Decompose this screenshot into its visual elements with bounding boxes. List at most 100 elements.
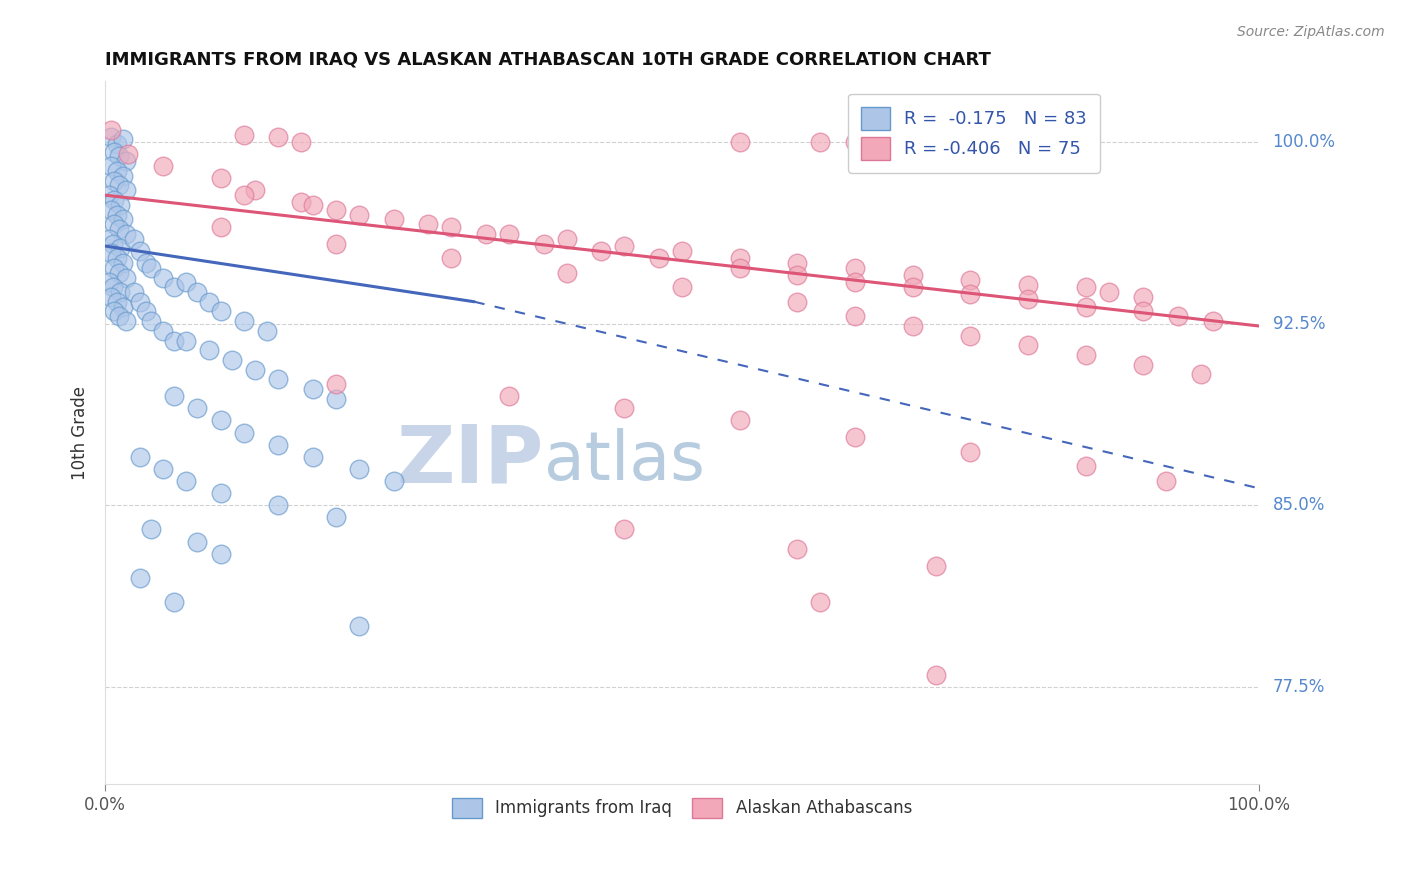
Point [174,276,197,290]
Point [141,523,163,537]
Point [347,619,370,633]
Point [115,154,138,169]
Point [103,193,125,207]
Point [418,217,440,231]
Point [108,198,131,212]
Point [728,413,751,427]
Point [1132,358,1154,372]
Point [209,413,232,427]
Point [111,256,134,270]
Point [103,236,125,251]
Point [122,285,145,299]
Point [103,280,125,294]
Text: ZIP: ZIP [396,422,544,500]
Point [209,547,232,561]
Point [174,334,197,348]
Point [111,132,134,146]
Point [648,251,671,265]
Point [901,318,924,333]
Legend: Immigrants from Iraq, Alaskan Athabascans: Immigrants from Iraq, Alaskan Athabascan… [446,791,918,824]
Point [533,236,555,251]
Point [100,246,122,260]
Point [728,260,751,275]
Point [209,171,232,186]
Point [1098,285,1121,299]
Point [325,392,347,406]
Point [103,174,125,188]
Point [103,145,125,159]
Point [302,198,325,212]
Point [267,372,290,386]
Point [1132,290,1154,304]
Point [103,304,125,318]
Point [103,260,125,275]
Point [475,227,498,241]
Point [844,276,866,290]
Point [498,389,520,403]
Point [128,294,150,309]
Point [901,268,924,282]
Point [325,510,347,524]
Point [243,362,266,376]
Point [152,270,174,285]
Text: 85.0%: 85.0% [1272,496,1324,514]
Point [901,135,924,149]
Point [128,571,150,585]
Point [174,474,197,488]
Point [186,285,208,299]
Point [844,310,866,324]
Point [959,287,981,301]
Point [111,300,134,314]
Point [347,462,370,476]
Point [163,334,186,348]
Point [108,310,131,324]
Point [115,270,138,285]
Point [108,178,131,193]
Point [728,135,751,149]
Point [786,541,808,556]
Point [671,280,693,294]
Point [325,202,347,217]
Point [1074,348,1097,362]
Point [186,401,208,416]
Point [152,159,174,173]
Point [232,425,254,440]
Point [221,352,243,367]
Point [186,534,208,549]
Point [925,667,948,681]
Point [163,595,186,609]
Point [555,232,578,246]
Point [1201,314,1223,328]
Text: 77.5%: 77.5% [1272,678,1324,696]
Point [440,219,463,234]
Point [97,276,120,290]
Point [786,268,808,282]
Point [198,343,221,358]
Point [1074,280,1097,294]
Point [901,280,924,294]
Point [115,227,138,241]
Point [1017,293,1039,307]
Point [1156,474,1178,488]
Point [1017,277,1039,292]
Point [105,294,128,309]
Point [209,486,232,500]
Text: 92.5%: 92.5% [1272,315,1324,333]
Point [267,130,290,145]
Point [232,188,254,202]
Point [105,251,128,265]
Point [440,251,463,265]
Text: Source: ZipAtlas.com: Source: ZipAtlas.com [1237,25,1385,39]
Point [135,304,157,318]
Point [105,164,128,178]
Point [1189,368,1212,382]
Y-axis label: 10th Grade: 10th Grade [72,385,89,480]
Point [128,244,150,258]
Point [108,285,131,299]
Point [808,595,831,609]
Point [325,377,347,392]
Point [141,260,163,275]
Point [105,137,128,152]
Point [613,523,636,537]
Point [100,202,122,217]
